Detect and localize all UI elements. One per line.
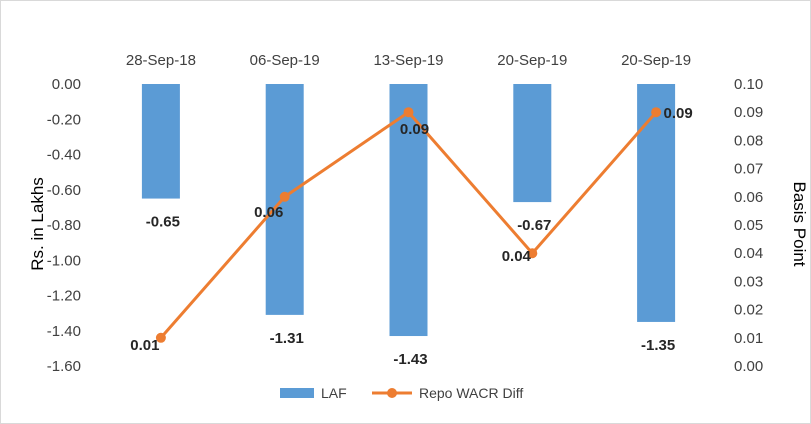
x-tick: 06-Sep-19 xyxy=(250,52,320,69)
line-data-label: 0.09 xyxy=(400,121,429,138)
bar xyxy=(513,84,552,203)
line-point xyxy=(279,191,290,202)
y-tick-left: -0.60 xyxy=(47,182,81,199)
y-tick-right: 0.01 xyxy=(734,330,763,347)
laf-data-labels: -0.65 -1.31 -1.43 -0.67 -1.35 xyxy=(146,214,675,368)
y-axis-ticks-right: 0.10 0.09 0.08 0.07 0.06 0.05 0.04 0.03 0.02 0.01… xyxy=(734,76,763,375)
y-tick-right: 0.10 xyxy=(734,76,763,93)
legend-swatch-laf xyxy=(280,388,314,398)
bar xyxy=(141,84,180,199)
y-tick-right: 0.02 xyxy=(734,302,763,319)
y-tick-left: -1.60 xyxy=(47,358,81,375)
bar-data-label: -1.35 xyxy=(641,337,675,354)
y-axis-title-left: Rs. in Lakhs xyxy=(28,177,47,271)
y-axis-ticks-left: 0.00 -0.20 -0.40 -0.60 -0.80 -1.00 -1.20 -1.40 -… xyxy=(47,76,81,375)
x-tick: 13-Sep-19 xyxy=(373,52,443,69)
y-tick-right: 0.03 xyxy=(734,273,763,290)
y-axis-title-right: Basis Point xyxy=(790,181,809,266)
legend-swatch-repo-marker xyxy=(387,388,397,398)
bar xyxy=(637,84,676,322)
y-tick-right: 0.00 xyxy=(734,358,763,375)
bar-data-label: -0.67 xyxy=(517,217,551,234)
line-point xyxy=(527,248,538,259)
line-data-label: 0.09 xyxy=(663,105,692,122)
line-point xyxy=(403,107,414,118)
y-tick-right: 0.09 xyxy=(734,104,763,121)
repo-wacr-line xyxy=(155,107,662,343)
y-tick-right: 0.04 xyxy=(734,245,763,262)
legend-label-repo-wacr-diff: Repo WACR Diff xyxy=(419,385,523,401)
legend: LAF Repo WACR Diff xyxy=(280,385,523,401)
y-tick-left: -1.40 xyxy=(47,323,81,340)
x-tick: 20-Sep-19 xyxy=(497,52,567,69)
y-tick-right: 0.05 xyxy=(734,217,763,234)
line-data-label: 0.01 xyxy=(130,337,159,354)
y-tick-left: -1.20 xyxy=(47,288,81,305)
repo-wacr-data-labels: 0.01 0.06 0.09 0.04 0.09 xyxy=(130,105,692,354)
bar-data-label: -1.31 xyxy=(270,330,304,347)
bar-data-label: -1.43 xyxy=(393,351,427,368)
y-tick-right: 0.07 xyxy=(734,161,763,178)
y-tick-left: -0.80 xyxy=(47,217,81,234)
x-tick: 28-Sep-18 xyxy=(126,52,196,69)
y-tick-left: 0.00 xyxy=(52,76,81,93)
line-data-label: 0.06 xyxy=(254,204,283,221)
x-axis-ticks: 28-Sep-18 06-Sep-19 13-Sep-19 20-Sep-19 20-S… xyxy=(126,52,691,69)
y-tick-right: 0.06 xyxy=(734,189,763,206)
y-tick-left: -1.00 xyxy=(47,252,81,269)
y-tick-right: 0.08 xyxy=(734,132,763,149)
line-data-label: 0.04 xyxy=(502,248,532,265)
line-point xyxy=(155,332,166,343)
line-point xyxy=(651,107,662,118)
y-tick-left: -0.20 xyxy=(47,111,81,128)
bar-data-label: -0.65 xyxy=(146,214,180,231)
y-tick-left: -0.40 xyxy=(47,147,81,164)
legend-label-laf: LAF xyxy=(321,385,347,401)
x-tick: 20-Sep-19 xyxy=(621,52,691,69)
